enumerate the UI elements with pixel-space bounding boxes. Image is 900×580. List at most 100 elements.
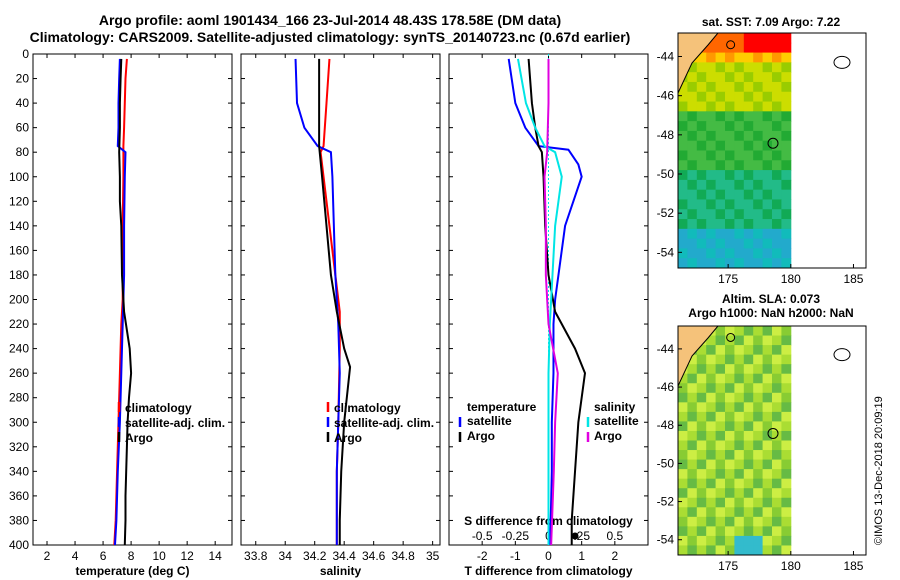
sst-map-cell — [734, 72, 745, 83]
sla-map-cell — [762, 507, 773, 518]
sst-map-cell — [725, 101, 735, 112]
sla-map-cell — [781, 402, 792, 413]
sla-map-cell — [743, 440, 754, 451]
sst-map-cell — [781, 42, 792, 54]
sla-map-cell — [743, 526, 754, 537]
sst-map-cell — [743, 219, 754, 230]
sst-map-cell — [715, 170, 726, 181]
sst-map-cell — [743, 199, 754, 210]
sla-map-cell — [734, 383, 745, 394]
sla-map-cell — [706, 545, 717, 556]
sla-map-cell — [753, 345, 764, 356]
sst-map-cell — [725, 219, 735, 230]
sla-map-cell — [696, 354, 707, 365]
sla-map-cell — [725, 402, 735, 413]
sla-map-cell — [678, 526, 688, 537]
sla-map-cell — [687, 430, 698, 441]
sst-map-cell — [696, 238, 707, 249]
sst-map-cell — [762, 121, 773, 132]
sst-map-cell — [734, 238, 745, 249]
sst-map-cell — [706, 179, 717, 191]
sst-map-cell — [734, 81, 745, 93]
sst-map-cell — [762, 258, 773, 269]
sla-map-cell — [678, 402, 688, 413]
sst-map-cell — [715, 121, 726, 132]
sla-map-cell — [725, 373, 735, 384]
sst-map-cell — [696, 199, 707, 210]
sst-map-cell — [715, 258, 726, 269]
sla-map-cell — [696, 345, 707, 356]
sla-map-cell — [772, 411, 782, 422]
sla-map-cell — [762, 364, 773, 375]
sst-map-cell — [734, 150, 745, 161]
sla-map-cell — [696, 392, 707, 403]
sst-map-cell — [715, 101, 726, 112]
salinity-diff-tick-label: -0.5 — [472, 529, 493, 543]
sst-map-cell — [687, 248, 698, 259]
sla-map-cell — [772, 535, 782, 546]
sla-map-cell — [753, 488, 764, 499]
temperature-xtick-label: 10 — [152, 549, 166, 563]
sla-map-cell — [781, 545, 792, 556]
sst-map-cell — [743, 238, 754, 249]
sst-map-cell — [743, 101, 754, 112]
sst-map-cell — [781, 199, 792, 210]
sst-map-cell — [706, 238, 717, 249]
sla-map-cell — [762, 450, 773, 461]
temperature-xtick-label: 4 — [72, 549, 79, 563]
sla-map-cell — [678, 392, 688, 403]
sst-map-cell — [743, 62, 754, 73]
sla-map-cell — [753, 507, 764, 518]
sla-map-cell — [725, 345, 735, 356]
sst-map-cell — [772, 170, 782, 181]
sla-map-cell — [687, 497, 698, 508]
sla-map-cell — [706, 478, 717, 489]
sst-lon-label: 180 — [781, 272, 801, 286]
sla-map-cell — [734, 430, 745, 441]
sst-map-cell — [706, 170, 717, 181]
sla-map-cell — [725, 392, 735, 403]
sst-map-cell — [753, 150, 764, 161]
series-t-argo — [527, 58, 587, 545]
sla-argo-marker — [767, 427, 779, 439]
sla-map-cell — [743, 497, 754, 508]
sla-map-cell — [753, 478, 764, 489]
sst-map-cell — [687, 189, 698, 200]
sla-map-cell — [781, 526, 792, 537]
sst-map-cell — [678, 81, 688, 93]
sla-map-cell — [706, 392, 717, 403]
sst-map-cell — [715, 42, 726, 54]
sst-map-cell — [678, 111, 688, 122]
sst-map-cell — [678, 219, 688, 230]
sst-map-cell — [772, 179, 782, 191]
sst-argo-marker — [767, 137, 779, 149]
sla-map-cell — [772, 469, 782, 480]
sst-map-cell — [678, 228, 688, 240]
sst-map-cell — [753, 228, 764, 240]
sla-map-cell — [715, 430, 726, 441]
sst-map-cell — [715, 199, 726, 210]
sla-map-cell — [725, 469, 735, 480]
sst-map-cell — [753, 140, 764, 151]
sst-map-cell — [781, 81, 792, 93]
sla-map-cell — [762, 545, 773, 556]
depth-tick-label: 80 — [16, 145, 30, 159]
sst-map-cell — [772, 228, 782, 240]
sst-map-cell — [706, 130, 717, 142]
salinity-diff-tick-label: 0.5 — [606, 529, 623, 543]
sst-map-cell — [725, 179, 735, 191]
sla-map-cell — [715, 373, 726, 384]
sst-map-cell — [781, 140, 792, 151]
sla-map-cell — [687, 469, 698, 480]
sst-map-cell — [715, 248, 726, 259]
temperature-xtick-label: 8 — [128, 549, 135, 563]
sst-map-cell — [753, 121, 764, 132]
sst-map-cell — [706, 160, 717, 171]
sla-map-cell — [781, 488, 792, 499]
sst-map-cell — [762, 81, 773, 93]
sla-map-cell — [678, 545, 688, 556]
sst-map-cell — [706, 121, 717, 132]
sla-map-cell — [706, 507, 717, 518]
sst-map-cell — [743, 258, 754, 269]
sla-map-cell — [725, 364, 735, 375]
